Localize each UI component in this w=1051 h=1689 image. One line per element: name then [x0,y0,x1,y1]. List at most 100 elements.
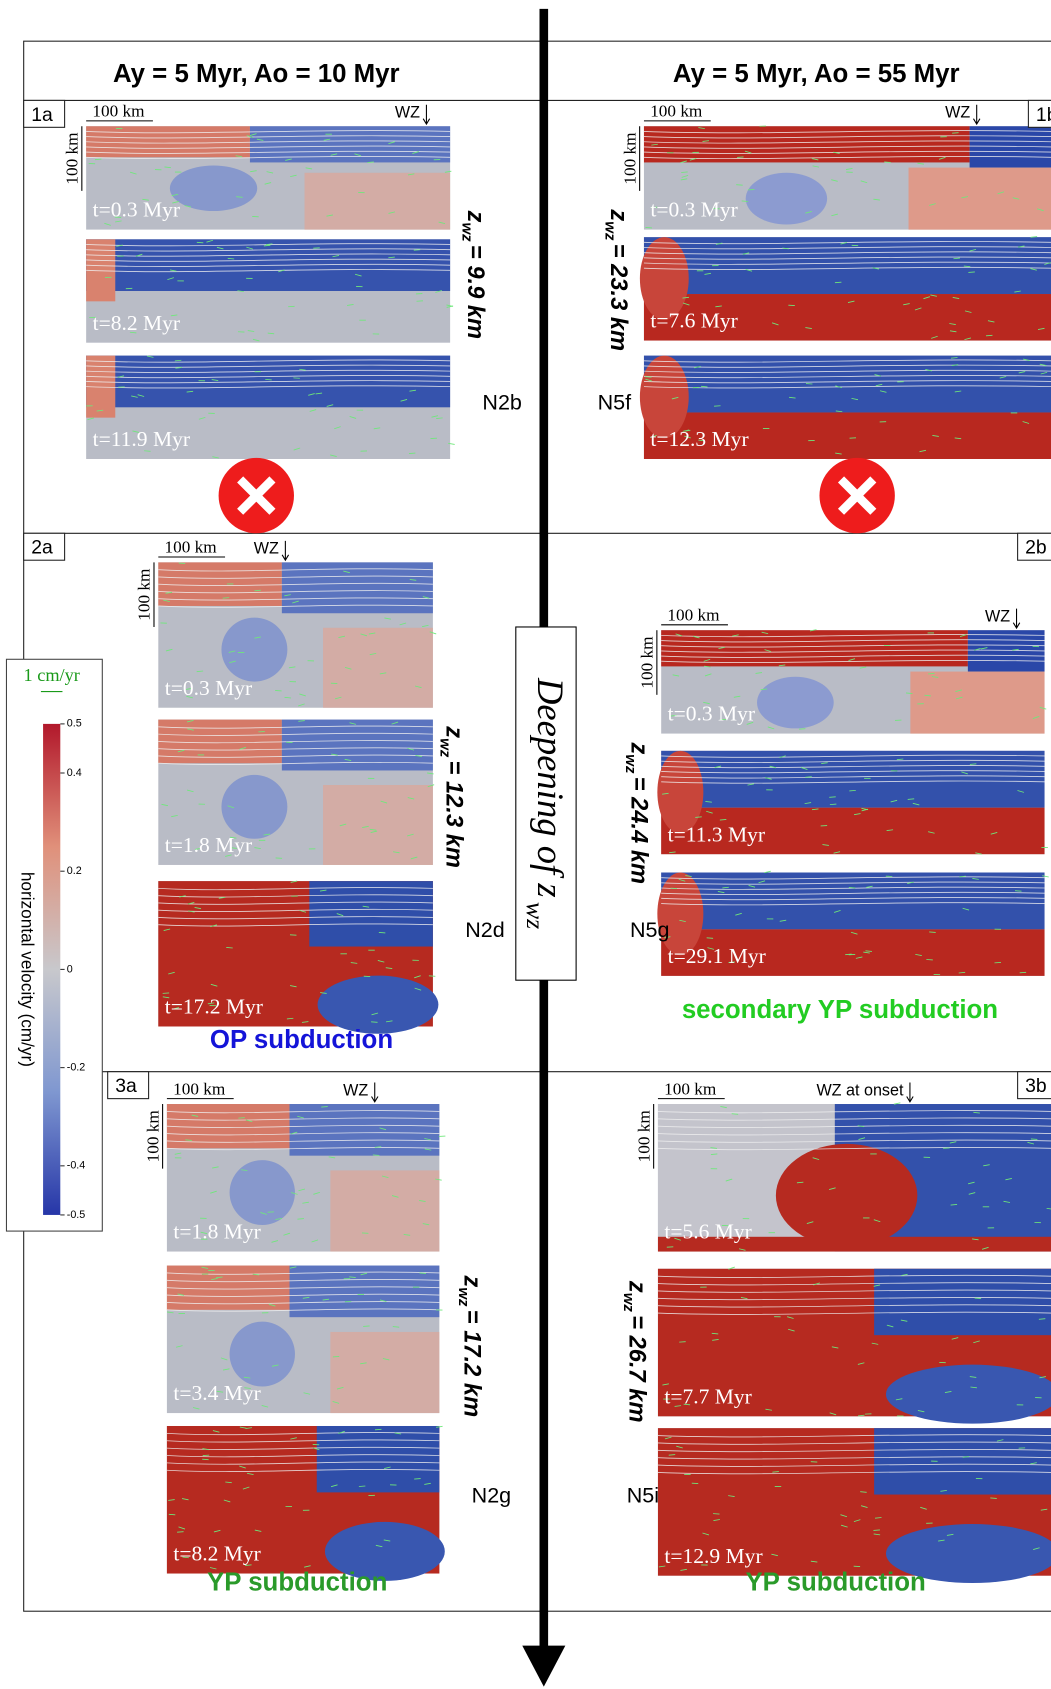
velocity-arrow [247,330,255,332]
velocity-arrow [388,141,396,145]
field-blue [317,975,439,1034]
velocity-arrow [293,447,301,451]
model-label: N5i [627,1483,659,1507]
colorbar-tick-label: 0.2 [67,865,82,877]
depth-label: zwz = 17.2 km [455,1274,484,1417]
velocity-arrow [330,153,338,156]
depth-label: zwz = 9.9 km [458,210,487,339]
velocity-arrow [384,617,391,620]
velocity-arrow [873,1284,881,1287]
velocity-arrow [796,1181,804,1184]
panel: t=0.3 Myr t=7.6 Myr t=12.3 Myr 100 km 100 km… [598,99,1051,534]
depth-subscript: wz [458,222,475,242]
velocity-arrow [805,776,812,778]
depth-symbol: z [440,725,466,738]
velocity-arrow [853,813,861,816]
velocity-arrow [202,1448,209,1451]
panel: t=5.6 Myr t=7.7 Myr t=12.9 Myr 100 km 100 km… [620,1071,1051,1597]
velocity-arrow [225,854,232,857]
streamline [661,649,1045,653]
velocity-arrow [178,1526,186,1530]
streamline [158,747,433,751]
snapshot [657,750,1048,855]
velocity-arrow [436,417,443,420]
velocity-arrow [344,666,352,670]
velocity-arrow [848,887,856,889]
velocity-arrow [379,672,387,675]
velocity-arrow [738,1248,746,1251]
velocity-arrow [254,589,261,592]
velocity-arrow [1039,706,1047,710]
velocity-arrow [857,1362,865,1365]
velocity-arrow [849,789,856,792]
field-red [775,1143,918,1248]
velocity-arrow [950,1204,958,1206]
velocity-arrow [222,597,230,599]
velocity-arrow [764,870,771,874]
velocity-arrow [174,1152,182,1155]
velocity-arrow [680,1568,687,1571]
field-red [657,750,704,834]
velocity-arrow [812,1157,820,1161]
streamline [86,369,451,373]
velocity-arrow [930,294,937,297]
model-label: N2g [472,1483,511,1507]
velocity-arrow [840,241,848,245]
snapshot [166,1104,446,1252]
panel: t=0.3 Myr t=8.2 Myr t=11.9 Myr 100 km 100 km… [23,99,522,534]
velocity-arrow [209,1567,217,1570]
velocity-arrow [175,1345,183,1348]
panel-id: 3b [1025,1075,1047,1097]
velocity-arrow [1030,1138,1038,1140]
arrow-label: Deepening of z wz [521,677,570,929]
velocity-arrow [407,747,415,751]
field-red [643,294,1051,341]
velocity-arrow [811,158,819,161]
depth-symbol: z [605,208,631,221]
outcome-label: YP subduction [745,1569,925,1597]
velocity-arrow [835,410,843,413]
field-red [86,126,250,158]
scale-label: 100 km [667,606,720,625]
velocity-arrow [1030,268,1037,271]
velocity-arrow [645,226,652,229]
velocity-arrow [848,658,856,661]
field-red [639,237,689,320]
velocity-arrow [896,758,904,761]
velocity-arrow [809,629,817,632]
velocity-arrow [407,173,415,176]
snapshot [639,355,1051,459]
streamline [158,582,433,586]
velocity-arrow [172,1007,180,1010]
velocity-arrow [266,171,274,174]
velocity-arrow [320,992,327,994]
wz-arrow [281,540,290,562]
velocity-arrow [831,213,838,217]
velocity-arrow [227,805,235,809]
velocity-arrow [212,1430,220,1433]
velocity-arrow [680,178,688,181]
streamline [643,261,1051,265]
velocity-arrow [840,1514,848,1518]
streamline [657,1139,1051,1143]
velocity-arrow [235,155,243,158]
field-blue [757,676,834,729]
velocity-arrow [704,665,711,668]
velocity-arrow [239,746,247,750]
velocity-arrow [399,622,407,626]
velocity-arrow [271,1240,279,1243]
streamline [166,1279,440,1283]
streamline [661,897,1045,901]
velocity-arrow [299,368,306,371]
panel-id-box [1027,99,1051,128]
velocity-arrow [1037,208,1044,212]
velocity-arrow [290,1131,298,1135]
velocity-arrow [829,1187,836,1190]
streamline [657,1274,1051,1278]
velocity-arrow [760,688,768,691]
velocity-arrow [407,833,414,837]
streamline [158,887,433,891]
panel-id: 3a [115,1075,137,1097]
velocity-arrow [1040,1508,1048,1511]
streamline [643,369,1051,373]
